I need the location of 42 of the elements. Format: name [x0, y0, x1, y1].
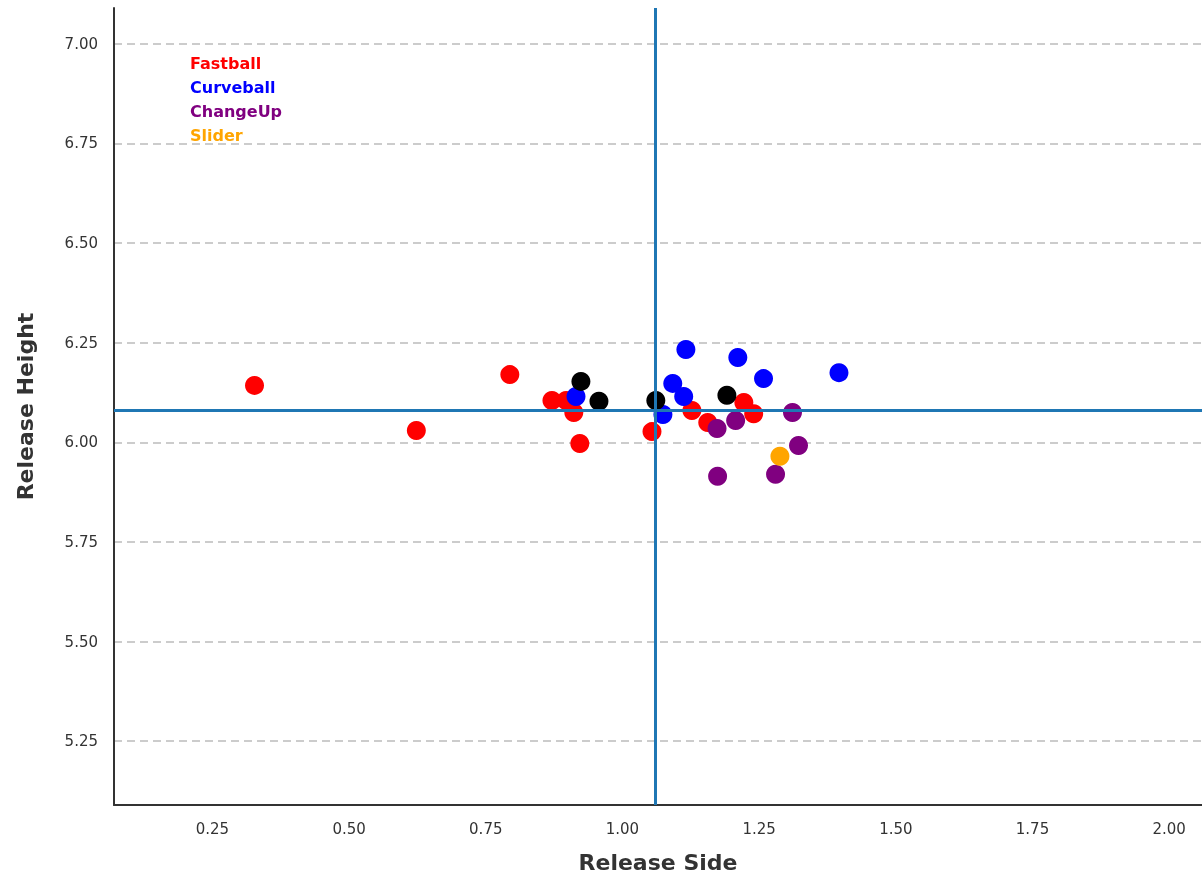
point [789, 436, 809, 456]
y-tick-label: 6.75 [64, 134, 98, 153]
text: Fastball [190, 53, 262, 73]
point [766, 464, 786, 484]
point [728, 347, 748, 367]
point [500, 365, 520, 385]
point [717, 385, 737, 405]
point [708, 466, 728, 486]
text: ChangeUp [190, 101, 283, 121]
point [566, 387, 586, 407]
y-tick-label: 7.00 [64, 34, 98, 53]
point [570, 434, 590, 454]
y-tick-label: 5.50 [64, 632, 98, 651]
x-tick-label: 1.50 [879, 819, 913, 838]
point [406, 420, 426, 440]
x-tick-label: 1.00 [605, 819, 640, 838]
y-tick-label: 6.00 [64, 433, 98, 452]
point [707, 418, 727, 438]
x-tick-label: 0.50 [332, 819, 366, 838]
x-tick-label: 1.25 [742, 819, 776, 838]
x-axis-title: Release Side [578, 849, 738, 875]
x-tick-label: 0.75 [469, 819, 503, 838]
point [726, 410, 746, 430]
point [589, 391, 609, 411]
point [571, 371, 591, 391]
point [754, 369, 774, 389]
point [676, 340, 696, 360]
text: Curveball [190, 77, 276, 97]
y-axis-title: Release Height [12, 312, 38, 501]
x-tick-label: 0.25 [195, 819, 230, 838]
y-tick-label: 5.25 [64, 732, 98, 751]
point [829, 363, 849, 383]
y-tick-label: 5.75 [64, 532, 98, 551]
y-tick-label: 6.50 [64, 234, 98, 253]
x-tick-label: 2.00 [1152, 819, 1186, 838]
text: Slider [190, 125, 243, 145]
y-tick-label: 6.25 [64, 333, 98, 352]
x-tick-label: 1.75 [1015, 819, 1050, 838]
point [674, 387, 694, 407]
point [245, 375, 265, 395]
point [663, 373, 683, 393]
point [770, 446, 790, 466]
